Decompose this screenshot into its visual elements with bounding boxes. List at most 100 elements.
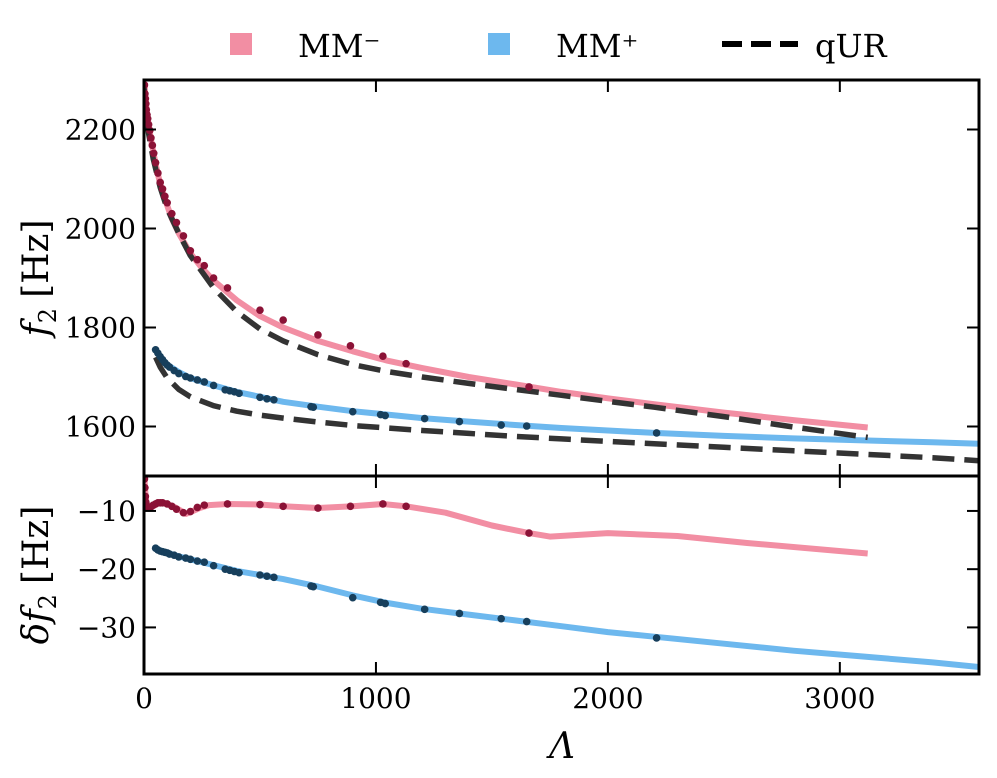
top-mm-minus-models-point xyxy=(256,306,264,314)
bottom-mm-plus-models-point xyxy=(522,617,531,626)
top-plot-area xyxy=(144,81,979,464)
bottom-mm-plus-models-point xyxy=(652,634,661,642)
top-mm-minus-models-point xyxy=(147,134,155,142)
top-mm-minus-models-point xyxy=(209,274,218,282)
top-mm-minus-models-point xyxy=(223,284,232,292)
bottom-xtick-label: 2000 xyxy=(572,682,643,715)
bottom-frame xyxy=(142,474,981,676)
bottom-mm-plus-models-point xyxy=(309,582,318,591)
top-mm-minus-models-point xyxy=(161,192,169,201)
legend-label-qur: qUR xyxy=(815,27,887,65)
top-mm-minus-models-point xyxy=(149,149,158,158)
bottom-mm-minus-models-point xyxy=(223,500,232,508)
bottom-mm-plus-models-point xyxy=(186,555,195,564)
top-ytick-label: 1800 xyxy=(65,312,136,345)
top-mm-minus-models-point xyxy=(402,359,410,368)
bottom-mm-minus-models-point xyxy=(200,501,209,509)
top-mm-minus-models-point xyxy=(156,178,165,187)
bottom-mm-plus-models-point xyxy=(235,568,243,577)
bottom-mm-plus-models-point xyxy=(381,599,390,608)
bottom-mm-minus-models-point xyxy=(346,502,355,511)
top-y-axis-title-unit: [Hz] xyxy=(16,219,57,297)
top-y-axis-title-sub: 2 xyxy=(34,308,62,323)
top-mm-plus-models-point xyxy=(652,429,661,437)
bottom-mm-minus-models-point xyxy=(525,529,533,537)
bottom-mm-minus-models-point xyxy=(379,500,387,508)
legend-swatch-mm-plus xyxy=(488,33,510,55)
top-mm-minus-models-point xyxy=(172,218,181,227)
top-mm-plus-models-point xyxy=(522,422,531,430)
legend-label-mm-plus: MM⁺ xyxy=(556,27,638,65)
bottom-mm-plus-models-point xyxy=(455,609,464,618)
bottom-mm-minus-models-point xyxy=(186,507,195,516)
top-mm-plus-models-point xyxy=(193,376,202,384)
top-mm-minus-models-point xyxy=(525,383,533,391)
top-ytick-label: 2000 xyxy=(65,213,136,246)
top-panel: 1600 1800 2000 2200 xyxy=(65,78,981,478)
top-mm-plus-models-point xyxy=(186,374,195,382)
top-mm-plus-models-point xyxy=(381,411,390,420)
legend-label-mm-minus: MM⁻ xyxy=(298,27,380,65)
bottom-mm-plus-models-point xyxy=(193,557,202,565)
top-ytick-label: 2200 xyxy=(65,114,136,147)
top-mm-minus-models-point xyxy=(179,232,188,240)
top-mm-plus-models-point xyxy=(455,417,464,426)
bottom-plot-area xyxy=(144,476,979,670)
bottom-mm-minus-models-point xyxy=(402,502,410,511)
bottom-y-axis-title: δf2 [Hz] xyxy=(16,506,62,645)
bottom-y-axis-title-sub: 2 xyxy=(34,594,62,609)
bottom-mm-minus-models-point xyxy=(256,500,264,509)
top-mm-plus-models-point xyxy=(174,369,183,378)
top-mm-minus-models-point xyxy=(154,169,162,177)
top-mm-minus-models-point xyxy=(151,158,160,167)
bottom-mm-plus-models-point xyxy=(209,561,218,570)
top-mm-plus-models-point xyxy=(235,389,243,398)
bottom-ytick-label: −20 xyxy=(77,553,136,586)
x-axis-title: Λ xyxy=(546,726,575,767)
bottom-mm-plus-models-point xyxy=(200,558,209,566)
legend-swatch-mm-minus xyxy=(230,33,252,55)
bottom-mm-plus-line-2 xyxy=(154,545,979,670)
bottom-xtick-label: 0 xyxy=(135,682,153,715)
top-mm-plus-models-point xyxy=(270,395,278,404)
bottom-mm-plus-models-point xyxy=(420,605,429,614)
top-mm-plus-models-point xyxy=(209,381,218,390)
top-qur-line-5 xyxy=(153,356,979,464)
top-mm-minus-models-point xyxy=(279,316,287,324)
top-ytick-label: 1600 xyxy=(65,411,136,444)
bottom-ytick-label: −10 xyxy=(77,495,136,528)
top-mm-minus-models-point xyxy=(148,141,157,150)
top-y-axis-title: f2[Hz] xyxy=(16,219,62,339)
top-mm-minus-models-point xyxy=(346,342,355,350)
top-mm-minus-models-point xyxy=(168,209,176,218)
top-mm-minus-models-point xyxy=(163,198,171,207)
bottom-mm-plus-models-point xyxy=(497,614,505,623)
bottom-mm-minus-models-point xyxy=(314,504,322,512)
top-mm-minus-models-point xyxy=(158,185,167,193)
top-mm-minus-models-point xyxy=(144,114,152,123)
top-mm-plus-models-point xyxy=(256,393,264,402)
bottom-mm-minus-models-point xyxy=(279,502,287,511)
bottom-mm-plus-models-point xyxy=(270,573,278,582)
top-mm-minus-models-point xyxy=(144,120,153,129)
legend: MM⁻ MM⁺ qUR xyxy=(230,27,887,65)
top-mm-minus-models-point xyxy=(314,331,322,339)
top-mm-minus-line-0 xyxy=(144,82,868,431)
bottom-xtick-label: 1000 xyxy=(340,682,411,715)
bottom-mm-plus-models-point xyxy=(256,571,264,579)
bottom-mm-minus-line-0 xyxy=(144,478,868,557)
top-mm-plus-models-point xyxy=(200,378,209,386)
top-mm-plus-models-point xyxy=(497,421,505,429)
bottom-panel: −10 −20 −30 0 1000 2000 3000 xyxy=(77,474,981,715)
bottom-mm-minus-models-point xyxy=(193,503,202,512)
top-mm-plus-models-point xyxy=(309,403,318,411)
bottom-ytick-label: −30 xyxy=(77,611,136,644)
top-mm-plus-models-point xyxy=(263,394,271,403)
top-mm-minus-models-point xyxy=(200,261,209,270)
top-mm-minus-models-point xyxy=(186,246,195,255)
bottom-xtick-label: 3000 xyxy=(804,682,875,715)
bottom-mm-plus-models-point xyxy=(348,593,357,602)
bottom-mm-plus-models-point xyxy=(263,572,271,580)
bottom-mm-minus-models-point xyxy=(172,505,181,513)
